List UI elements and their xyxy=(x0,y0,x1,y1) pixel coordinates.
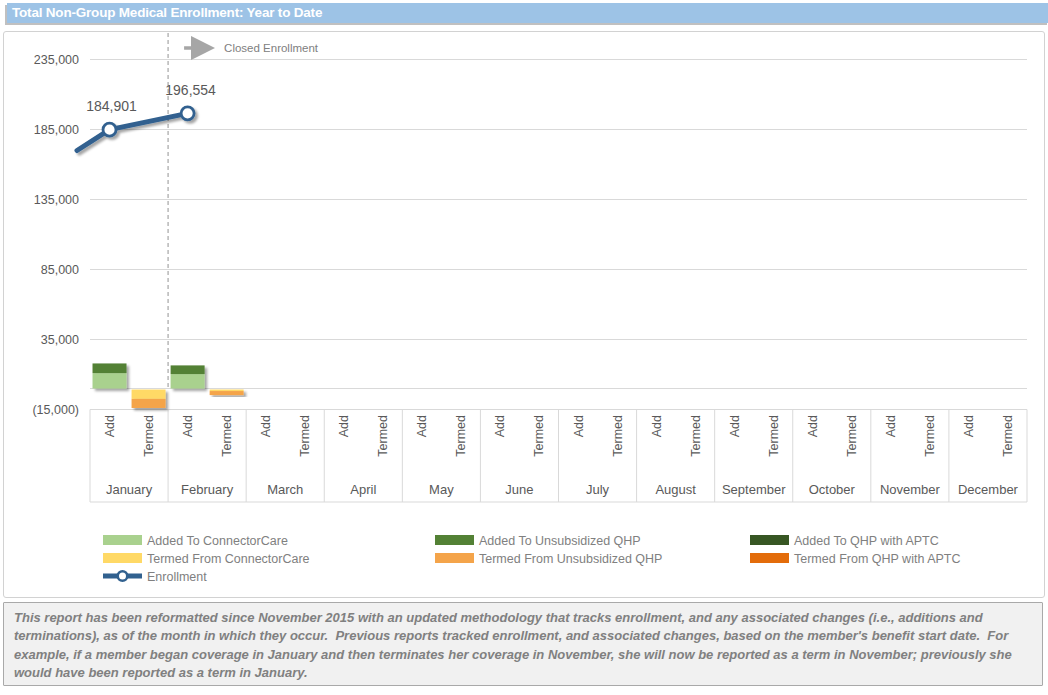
chart-title-bar: Total Non-Group Medical Enrollment: Year… xyxy=(7,3,1048,23)
category-label-termed: Termed xyxy=(845,415,859,457)
legend-item: Termed From ConnectorCare xyxy=(103,552,310,566)
legend-label: Termed From QHP with APTC xyxy=(794,552,960,566)
category-label-add: Add xyxy=(415,415,429,437)
enrollment-marker xyxy=(103,123,116,136)
add-bar-stack xyxy=(93,363,127,388)
legend-item: Added To Unsubsidized QHP xyxy=(435,534,641,548)
footnote-box: This report has been reformatted since N… xyxy=(3,602,1043,686)
month-label: February xyxy=(181,482,234,497)
add-bar-stack xyxy=(171,365,205,388)
month-label: May xyxy=(429,482,454,497)
month-label: January xyxy=(106,482,153,497)
enrollment-line xyxy=(77,113,188,150)
category-label-add: Add xyxy=(337,415,351,437)
legend-color-swatch xyxy=(435,535,474,545)
category-label-termed: Termed xyxy=(689,415,703,457)
month-label: August xyxy=(655,482,696,497)
y-axis-tick-label: 85,000 xyxy=(41,263,79,277)
category-label-termed: Termed xyxy=(142,415,156,457)
category-label-add: Add xyxy=(493,415,507,437)
category-label-add: Add xyxy=(259,415,273,437)
month-label: October xyxy=(809,482,856,497)
category-label-termed: Termed xyxy=(923,415,937,457)
category-label-termed: Termed xyxy=(298,415,312,457)
y-axis-tick-label: 235,000 xyxy=(34,53,79,67)
y-axis-tick-label: (15,000) xyxy=(32,403,79,417)
legend-label: Added To ConnectorCare xyxy=(147,534,288,548)
category-label-add: Add xyxy=(728,415,742,437)
bar-segment xyxy=(171,374,205,388)
y-axis-tick-label: 135,000 xyxy=(34,193,79,207)
enrollment-marker xyxy=(181,107,194,120)
month-label: April xyxy=(350,482,376,497)
category-label-termed: Termed xyxy=(767,415,781,457)
y-axis-tick-label: 185,000 xyxy=(34,123,79,137)
bar-segment xyxy=(210,390,244,392)
category-label-add: Add xyxy=(806,415,820,437)
legend-label: Enrollment xyxy=(147,570,207,584)
month-label: June xyxy=(505,482,533,497)
termed-bar-stack xyxy=(210,390,244,396)
footnote-text: This report has been reformatted since N… xyxy=(14,609,1032,683)
bar-segment xyxy=(171,365,205,374)
enrollment-data-label: 196,554 xyxy=(165,82,216,98)
category-label-add: Add xyxy=(650,415,664,437)
y-axis-tick-label: 35,000 xyxy=(41,333,79,347)
month-label: March xyxy=(267,482,303,497)
legend-color-swatch xyxy=(103,535,142,545)
legend-color-swatch xyxy=(103,553,142,563)
closed-enrollment-label: Closed Enrollment xyxy=(224,42,319,54)
category-label-termed: Termed xyxy=(376,415,390,457)
legend-item: Termed From Unsubsidized QHP xyxy=(435,552,662,566)
legend-color-swatch xyxy=(750,553,789,563)
legend-label: Added To Unsubsidized QHP xyxy=(479,534,641,548)
report-page: Total Non-Group Medical Enrollment: Year… xyxy=(0,0,1048,695)
termed-bar-stack xyxy=(132,390,166,408)
month-label: December xyxy=(958,482,1019,497)
category-label-add: Add xyxy=(103,415,117,437)
category-label-add: Add xyxy=(962,415,976,437)
category-label-termed: Termed xyxy=(220,415,234,457)
legend-color-swatch xyxy=(435,553,474,563)
legend-label: Termed From Unsubsidized QHP xyxy=(479,552,662,566)
bar-segment xyxy=(132,399,166,408)
legend-color-swatch xyxy=(750,535,789,545)
category-label-add: Add xyxy=(181,415,195,437)
bar-segment xyxy=(210,391,244,395)
enrollment-data-label: 184,901 xyxy=(86,98,137,114)
bar-segment xyxy=(132,390,166,399)
month-label: September xyxy=(722,482,786,497)
category-label-termed: Termed xyxy=(532,415,546,457)
legend-label: Added To QHP with APTC xyxy=(794,534,939,548)
category-label-termed: Termed xyxy=(454,415,468,457)
enrollment-chart: 235,000 185,000 135,000 85,000 35,000 (15,000… xyxy=(4,32,1042,595)
legend-item: Termed From QHP with APTC xyxy=(750,552,960,566)
category-label-termed: Termed xyxy=(611,415,625,457)
legend-item: Enrollment xyxy=(103,570,207,584)
category-label-termed: Termed xyxy=(1001,415,1015,457)
bar-segment xyxy=(93,363,127,373)
category-label-add: Add xyxy=(884,415,898,437)
month-label: November xyxy=(880,482,941,497)
legend-item: Added To QHP with APTC xyxy=(750,534,939,548)
chart-area: 235,000 185,000 135,000 85,000 35,000 (15,000… xyxy=(3,31,1045,598)
month-label: July xyxy=(586,482,610,497)
legend-label: Termed From ConnectorCare xyxy=(147,552,310,566)
legend-item: Added To ConnectorCare xyxy=(103,534,288,548)
legend-marker-swatch xyxy=(118,571,128,581)
chart-title: Total Non-Group Medical Enrollment: Year… xyxy=(12,5,322,20)
category-label-add: Add xyxy=(572,415,586,437)
bar-segment xyxy=(93,373,127,388)
